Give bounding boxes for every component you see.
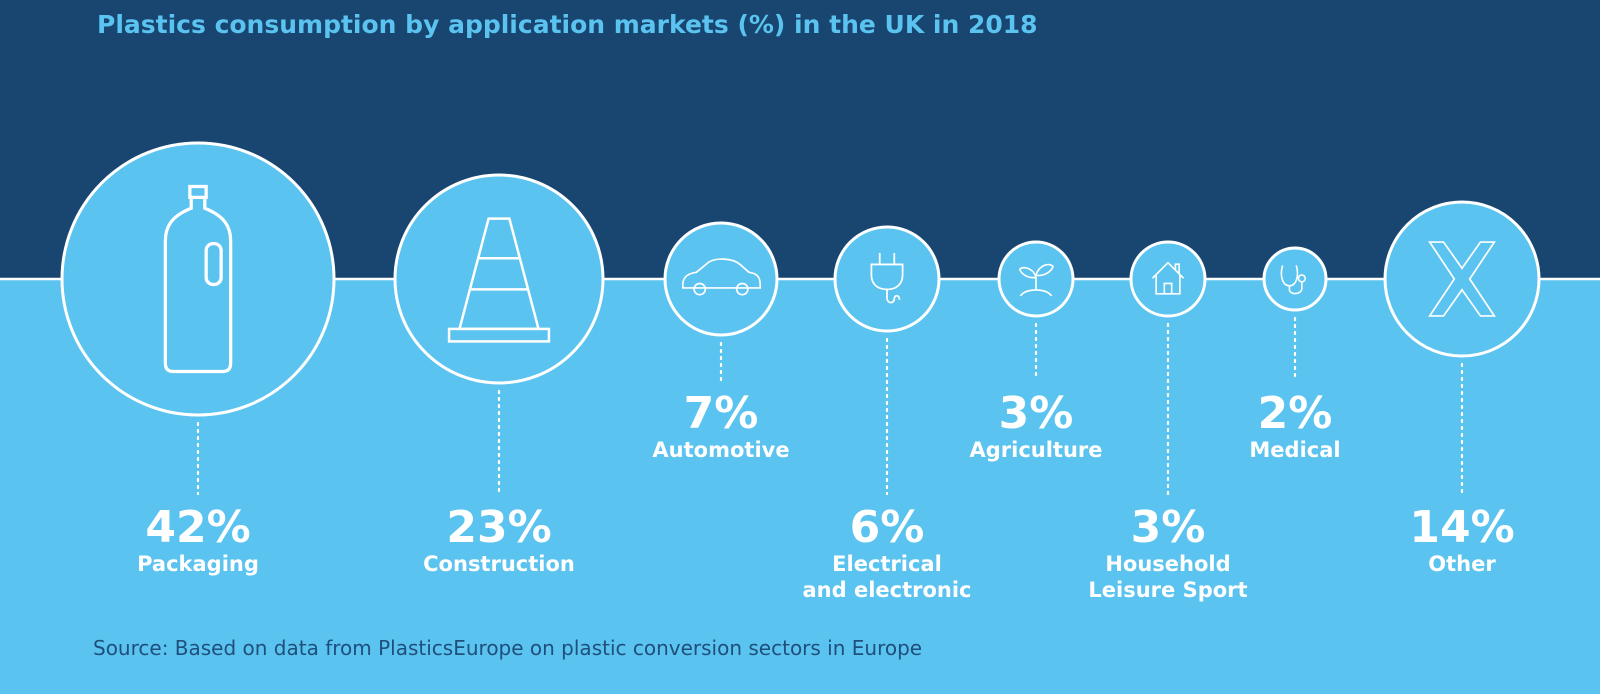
bubble-packaging <box>60 141 336 417</box>
category-label-medical: Medical <box>1249 438 1341 462</box>
value-label-packaging: 42% <box>145 502 251 553</box>
category-label-electrical: Electrical and electronic <box>802 552 972 603</box>
chart-title: Plastics consumption by application mark… <box>97 10 1038 39</box>
bubble-household <box>1129 240 1207 318</box>
value-label-medical: 2% <box>1257 388 1333 439</box>
bubble-other <box>1383 200 1541 358</box>
value-label-agriculture: 3% <box>998 388 1074 439</box>
x-icon <box>1428 241 1496 317</box>
bubble-electrical <box>833 225 941 333</box>
leader-lines <box>196 316 1464 496</box>
category-label-household: Household Leisure Sport <box>1088 552 1248 603</box>
value-label-other: 14% <box>1409 502 1515 553</box>
value-label-construction: 23% <box>446 502 552 553</box>
sprout-icon <box>1018 263 1054 297</box>
car-icon <box>681 258 762 296</box>
house-icon <box>1151 261 1185 295</box>
value-label-household: 3% <box>1130 502 1206 553</box>
bubble-construction <box>393 173 605 385</box>
value-label-automotive: 7% <box>683 388 759 439</box>
category-label-construction: Construction <box>423 552 575 576</box>
plug-icon <box>870 253 904 304</box>
source-note: Source: Based on data from PlasticsEurop… <box>93 636 923 660</box>
category-label-automotive: Automotive <box>652 438 790 462</box>
category-label-other: Other <box>1428 552 1496 576</box>
category-label-agriculture: Agriculture <box>969 438 1103 462</box>
traffic-cone-icon <box>447 217 551 343</box>
bubble-medical <box>1262 246 1328 312</box>
category-label-packaging: Packaging <box>137 552 259 576</box>
value-label-electrical: 6% <box>849 502 925 553</box>
stethoscope-icon <box>1280 265 1307 295</box>
bottle-icon <box>163 184 233 374</box>
bubbles <box>60 141 1541 417</box>
bubble-automotive <box>663 221 779 337</box>
